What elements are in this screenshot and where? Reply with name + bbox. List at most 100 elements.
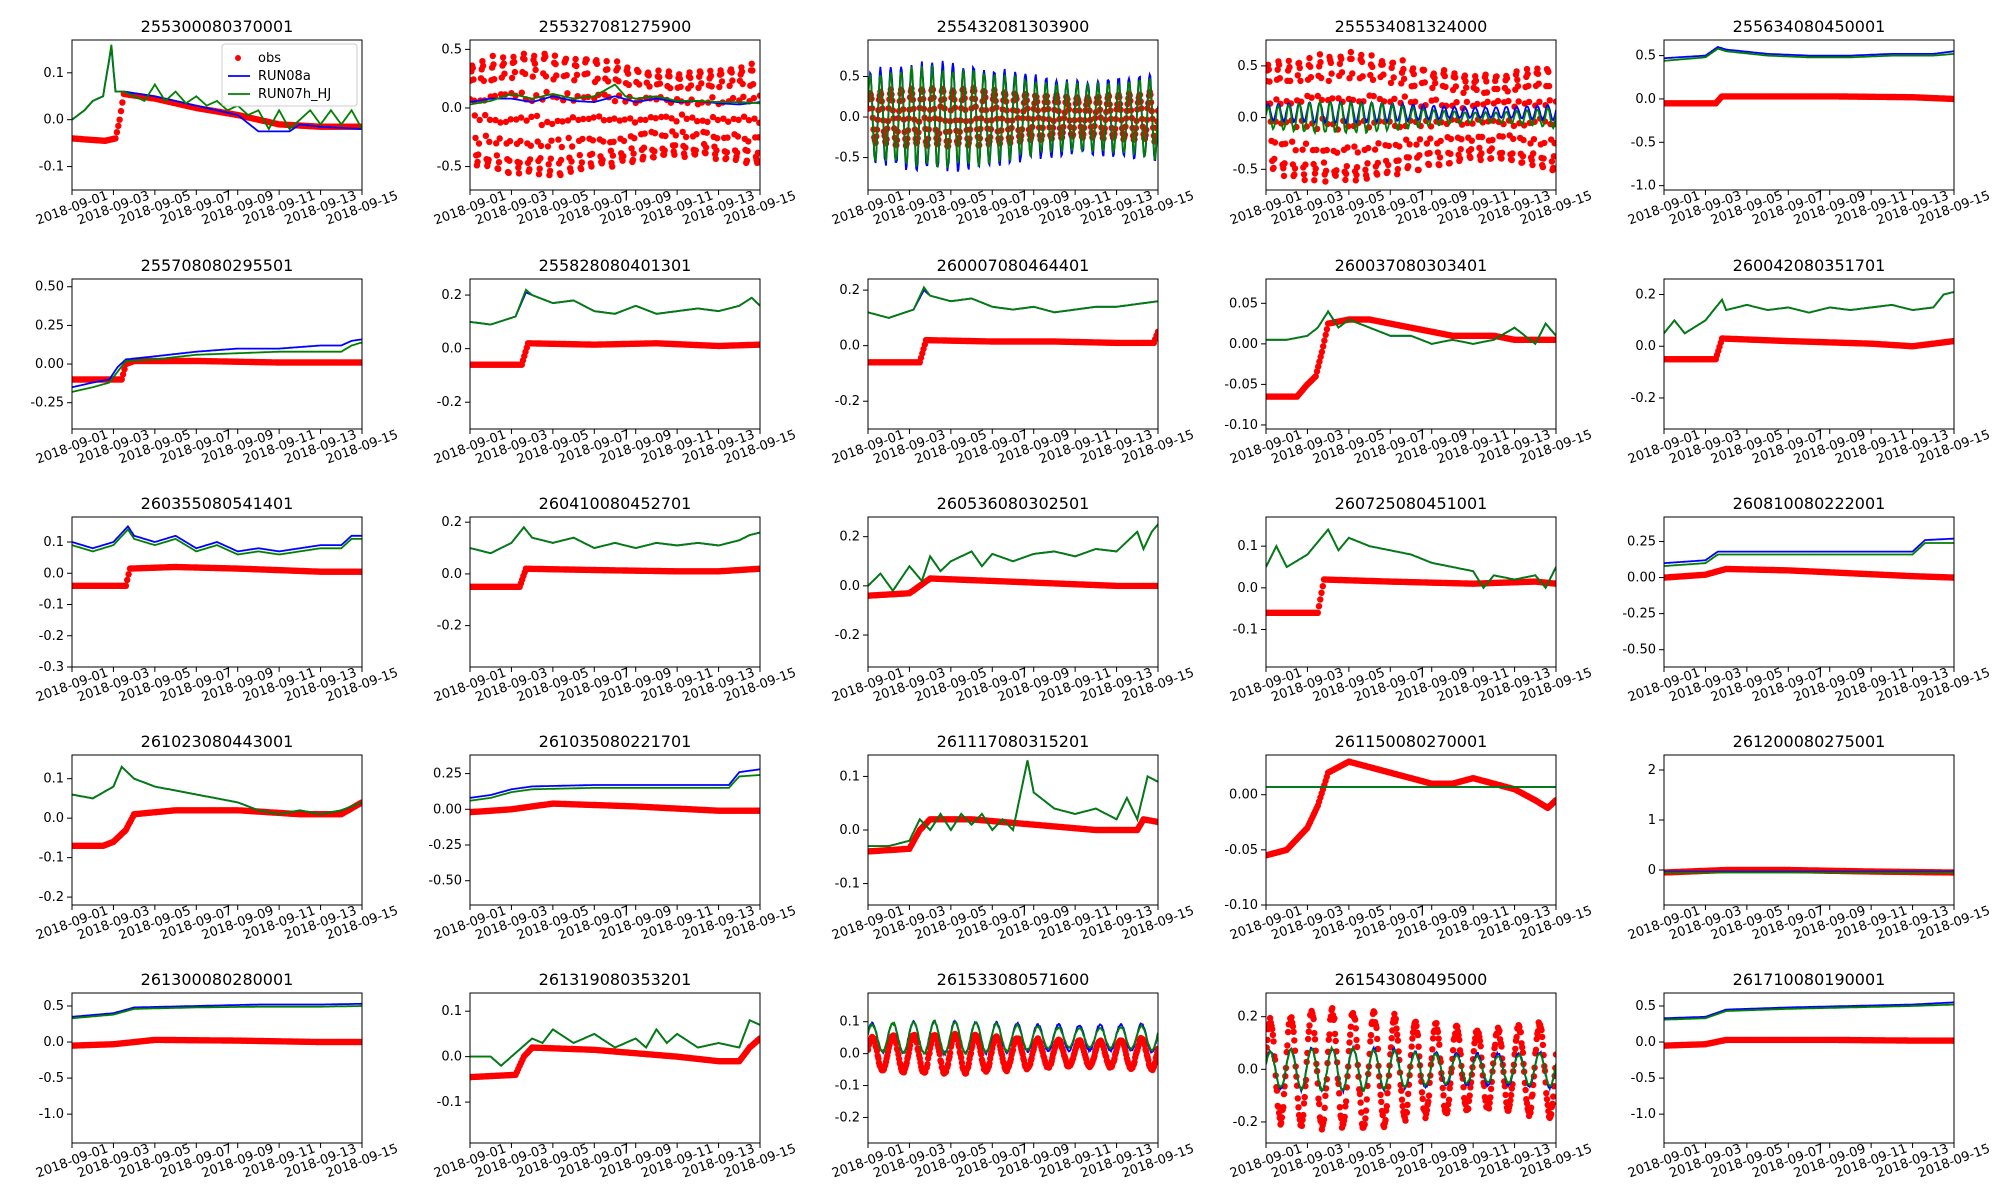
axes-frame — [71, 516, 363, 668]
obs-point — [358, 568, 362, 575]
obs-point — [1461, 72, 1469, 79]
obs-point — [744, 147, 751, 155]
obs-point — [1426, 149, 1433, 157]
obs-point — [1384, 168, 1391, 175]
run07h-hj-line — [72, 44, 362, 132]
obs-point — [1394, 171, 1401, 178]
obs-point — [559, 118, 566, 125]
obs-point — [708, 83, 715, 90]
obs-point — [1333, 149, 1341, 156]
subplot-4: 2555340813240000.50.0-0.52018-09-012018-… — [1228, 17, 1594, 228]
plot-area — [470, 768, 760, 816]
y-tick-label: -0.2 — [835, 628, 860, 643]
obs-point — [1352, 177, 1360, 184]
obs-point — [542, 73, 550, 80]
obs-point — [756, 807, 760, 814]
obs-point — [603, 58, 610, 65]
obs-point — [1296, 64, 1304, 72]
run08a-line — [72, 524, 362, 553]
y-tick-label: 0.0 — [1635, 339, 1656, 354]
run07h-hj-line — [1664, 291, 1954, 335]
obs-point — [682, 133, 690, 141]
obs-point — [573, 71, 581, 79]
obs-point — [665, 68, 673, 75]
plot-area — [868, 760, 1158, 855]
obs-point — [1313, 368, 1321, 375]
subplot-10: 2600420803517010.20.0-0.22018-09-012018-… — [1626, 256, 1992, 467]
obs-point — [607, 147, 615, 154]
subplot-title: 255828080401301 — [539, 256, 692, 275]
plot-area — [1266, 48, 1556, 185]
obs-point — [508, 74, 516, 82]
obs-point — [1406, 141, 1413, 148]
axes-frame — [469, 516, 761, 668]
run08a-line — [868, 288, 1158, 319]
obs-point — [1468, 137, 1476, 144]
obs-point — [1399, 57, 1406, 64]
obs-point — [628, 145, 635, 152]
obs-point — [1315, 603, 1323, 610]
y-tick-label: 0.1 — [839, 769, 860, 784]
obs-point — [640, 153, 647, 160]
run07h-hj-line — [72, 765, 362, 816]
obs-point — [1302, 161, 1309, 168]
obs-point — [740, 113, 748, 120]
y-tick-label: 0.0 — [1237, 111, 1258, 126]
obs-point — [1552, 98, 1556, 105]
obs-point — [513, 116, 520, 123]
axes-frame — [867, 754, 1159, 906]
obs-point — [1302, 140, 1310, 147]
obs-point — [723, 154, 730, 162]
obs-series — [1664, 93, 1954, 107]
obs-point — [1321, 337, 1328, 344]
obs-point — [751, 115, 758, 122]
obs-point — [1505, 97, 1512, 105]
obs-point — [1317, 59, 1324, 66]
subplot-title: 260536080302501 — [937, 494, 1090, 513]
obs-point — [546, 167, 554, 175]
obs-point — [562, 55, 570, 62]
obs-point — [697, 69, 704, 77]
obs-point — [1322, 178, 1329, 185]
obs-point — [535, 171, 543, 178]
subplot-title: 260810080222001 — [1733, 494, 1886, 513]
obs-point — [1514, 76, 1521, 84]
obs-point — [1405, 154, 1413, 161]
obs-point — [578, 159, 586, 166]
obs-point — [1524, 70, 1531, 78]
obs-point — [1314, 609, 1322, 616]
obs-series — [470, 800, 760, 816]
obs-point — [656, 73, 663, 81]
obs-point — [1369, 63, 1376, 71]
legend-label: obs — [258, 51, 281, 66]
obs-point — [689, 114, 696, 121]
obs-point — [1519, 153, 1527, 160]
obs-point — [599, 156, 606, 164]
y-tick-label: 0.00 — [35, 357, 64, 372]
obs-point — [1425, 161, 1433, 168]
run07h-hj-line — [72, 528, 362, 556]
y-tick-label: 0.0 — [43, 566, 64, 581]
obs-point — [738, 68, 746, 75]
obs-point — [1351, 143, 1358, 150]
obs-point — [575, 116, 582, 124]
obs-point — [730, 115, 737, 123]
axes-frame — [71, 754, 363, 906]
plot-area — [1266, 309, 1556, 400]
obs-point — [1318, 589, 1325, 596]
y-tick-label: 0.0 — [1635, 92, 1656, 107]
obs-point — [1440, 67, 1448, 74]
obs-point — [673, 118, 680, 125]
y-tick-label: -0.2 — [39, 890, 64, 905]
obs-point — [1291, 165, 1299, 172]
obs-point — [1520, 136, 1527, 144]
obs-point — [1536, 98, 1543, 106]
obs-point — [702, 150, 709, 157]
obs-point — [694, 118, 701, 125]
obs-point — [1287, 77, 1294, 85]
y-tick-label: -0.5 — [437, 160, 462, 175]
obs-point — [1317, 353, 1324, 360]
obs-point — [537, 155, 544, 162]
subplot-title: 255634080450001 — [1733, 17, 1886, 36]
